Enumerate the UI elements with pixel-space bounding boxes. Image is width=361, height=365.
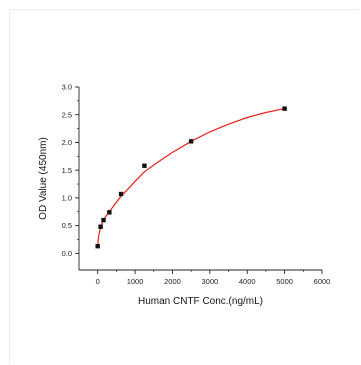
y-axis-title: OD Value (450nm) (38, 137, 49, 220)
x-tick-label: 1000 (127, 277, 144, 286)
y-axis-ticks: 0.0 0.5 1.0 1.5 2.0 2.5 3.0 (62, 83, 79, 258)
data-point (95, 243, 100, 249)
x-tick-label: 0 (96, 277, 100, 286)
fit-curve (97, 108, 285, 247)
data-point (142, 163, 147, 168)
x-axis-title: Human CNTF Conc.(ng/mL) (138, 296, 263, 307)
plot-axes (78, 87, 322, 271)
y-tick-label: 1.0 (62, 194, 72, 203)
x-tick-label: 5000 (276, 277, 293, 286)
data-point (107, 210, 112, 215)
y-tick-label: 1.5 (62, 166, 72, 175)
x-axis-ticks: 0 1000 2000 3000 4000 5000 6000 (96, 270, 331, 286)
x-tick-label: 3000 (202, 277, 219, 286)
y-tick-label: 0.5 (62, 221, 72, 230)
data-point (118, 191, 124, 197)
y-tick-label: 2.5 (62, 110, 72, 119)
data-point (101, 217, 106, 223)
y-tick-label: 0.0 (62, 249, 72, 258)
y-tick-label: 2.0 (62, 138, 72, 147)
data-point (98, 224, 103, 229)
x-tick-label: 2000 (164, 277, 181, 286)
y-tick-label: 3.0 (62, 83, 72, 92)
x-tick-label: 6000 (314, 277, 331, 286)
chart-frame (9, 9, 359, 364)
data-point (188, 139, 194, 144)
data-point (282, 106, 287, 111)
x-tick-label: 4000 (239, 277, 256, 286)
data-points (95, 106, 287, 249)
